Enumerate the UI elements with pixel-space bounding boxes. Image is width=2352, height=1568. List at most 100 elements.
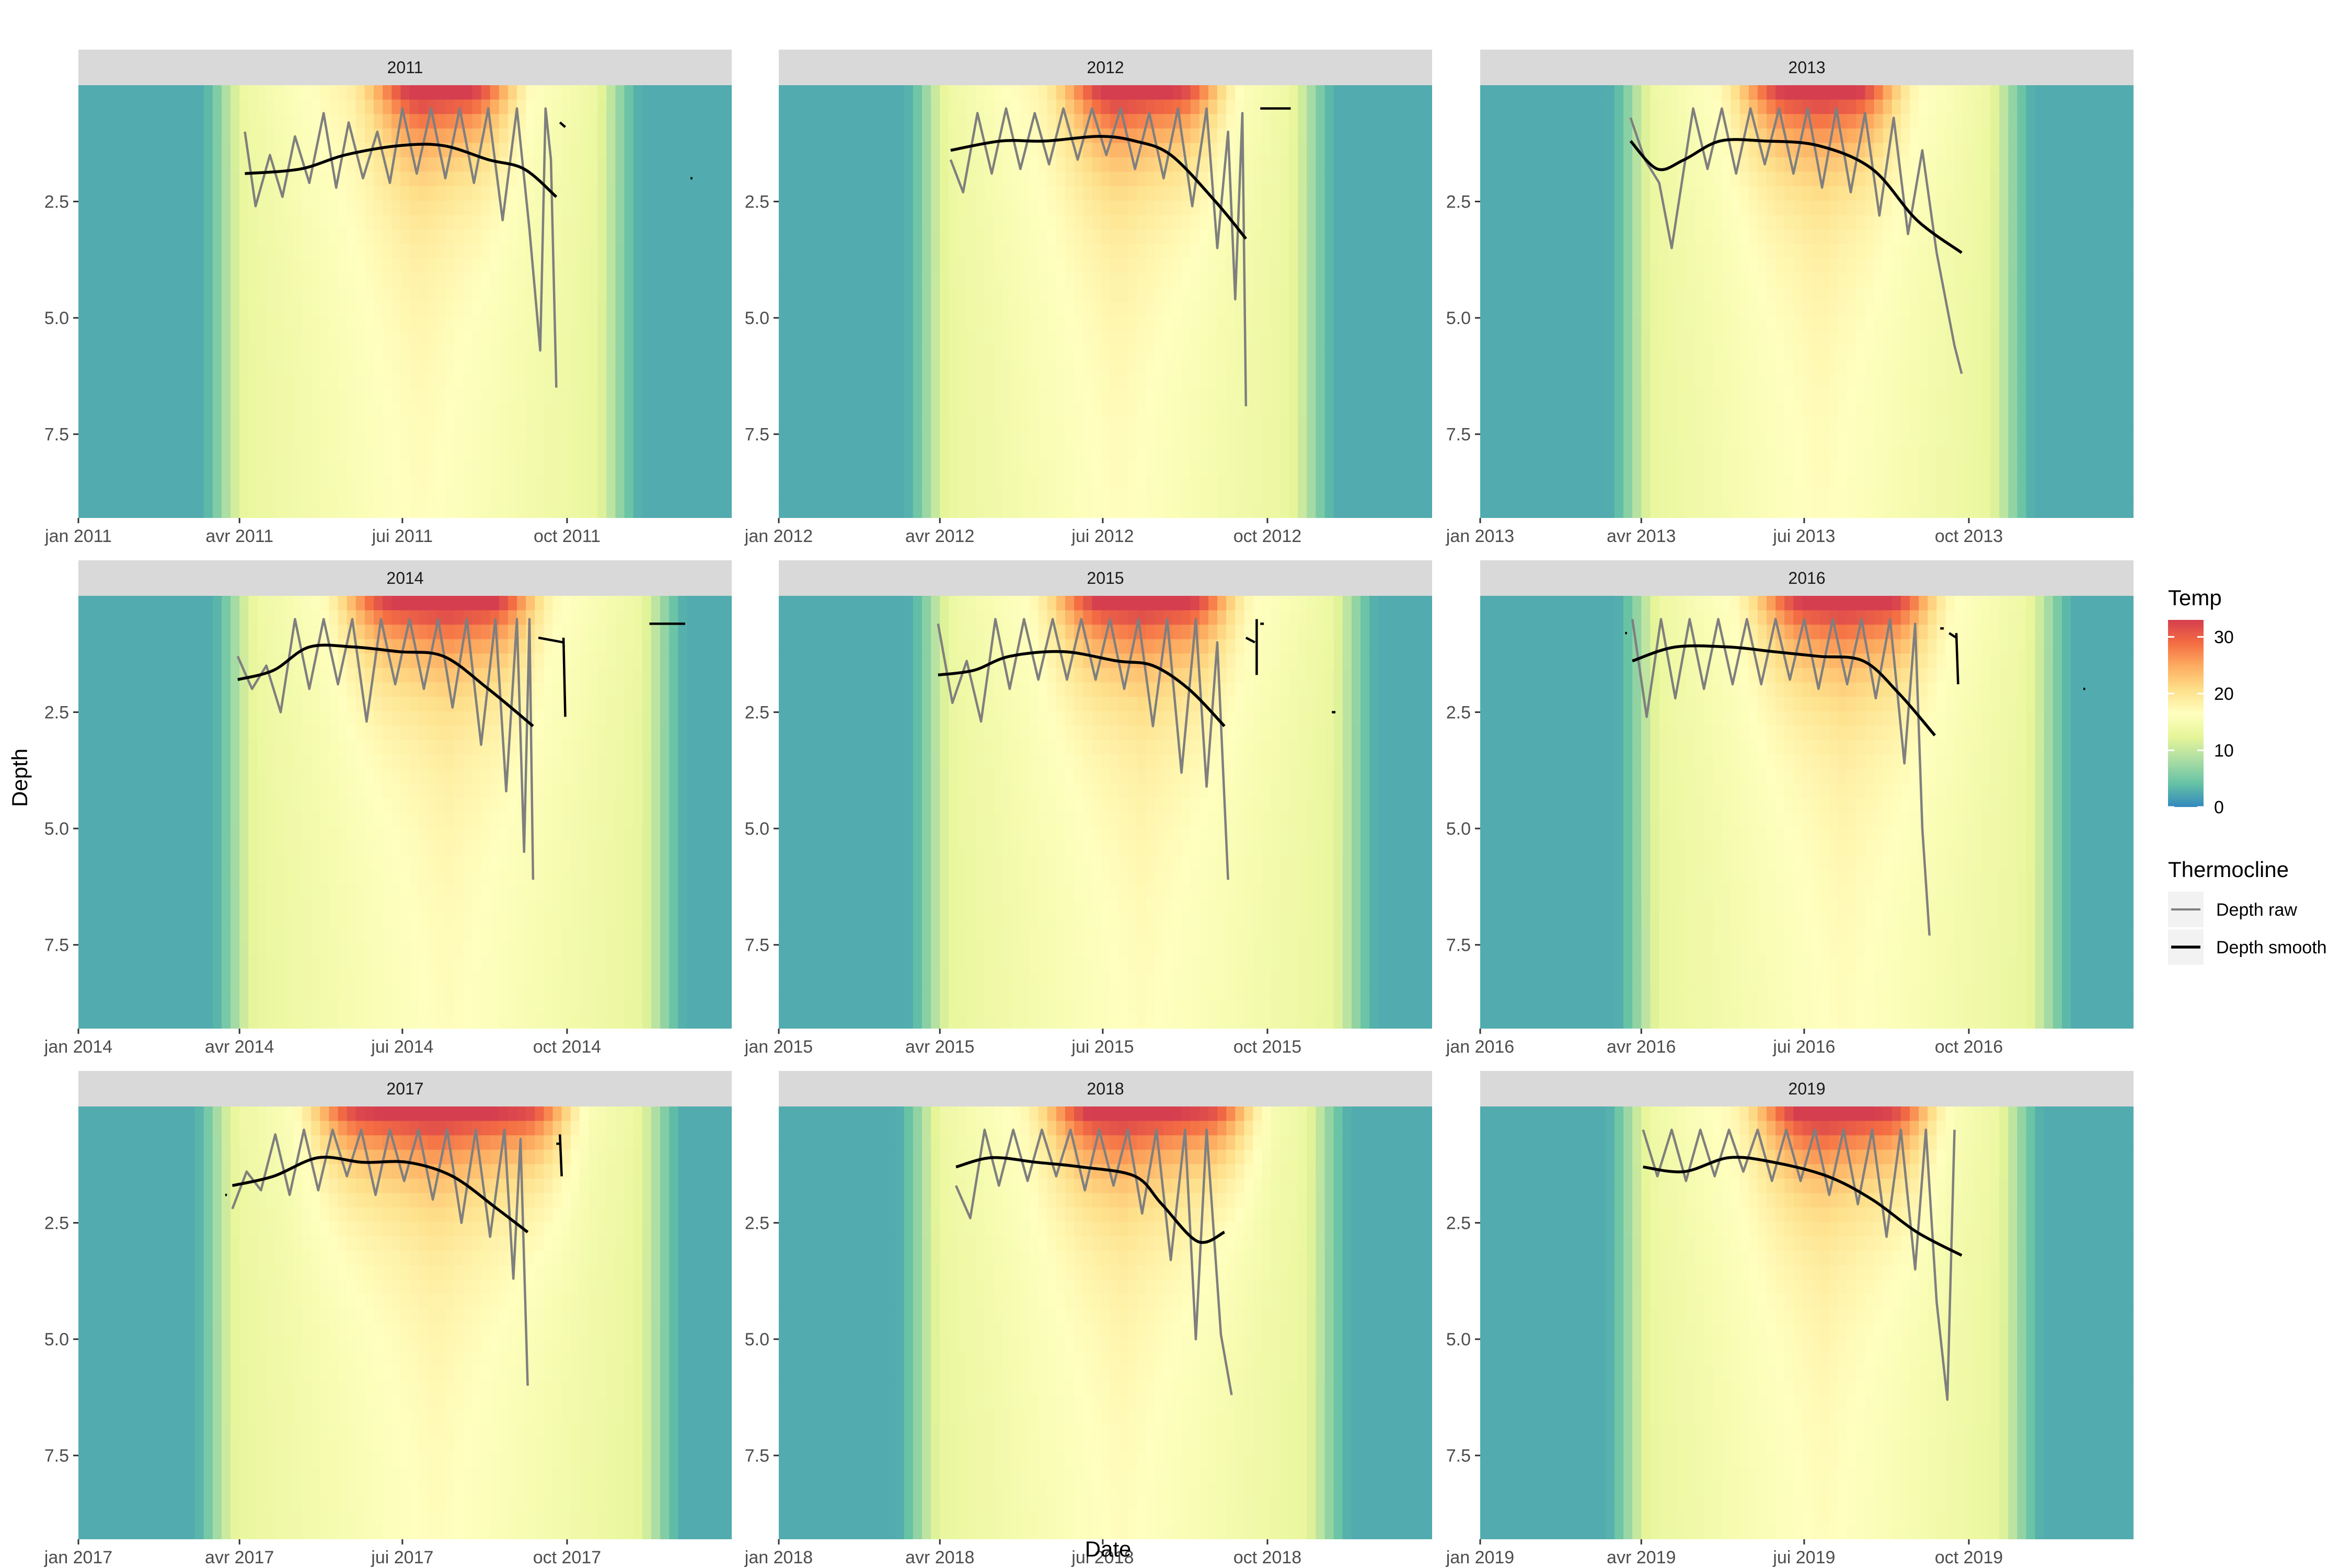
- heat-tile: [651, 344, 661, 360]
- heat-tile: [678, 330, 688, 345]
- heat-tile: [1542, 157, 1552, 172]
- heat-tile: [427, 446, 437, 461]
- heat-tile: [186, 374, 195, 389]
- heat-tile: [329, 359, 339, 374]
- heat-tile: [859, 215, 869, 230]
- heat-tile: [687, 359, 697, 374]
- heat-tile: [832, 388, 842, 403]
- heat-tile: [1480, 200, 1490, 216]
- heat-tile: [1414, 272, 1424, 288]
- heat-tile: [606, 475, 616, 490]
- heat-tile: [355, 215, 365, 230]
- heat-tile: [1542, 114, 1552, 129]
- heat-tile: [159, 344, 169, 360]
- heat-tile: [1136, 503, 1146, 518]
- heat-tile: [1262, 330, 1272, 345]
- heat-tile: [1378, 503, 1388, 518]
- heat-tile: [606, 186, 616, 201]
- heat-tile: [1324, 431, 1334, 446]
- heat-tile: [1423, 489, 1432, 504]
- heat-tile: [832, 503, 842, 518]
- heat-tile: [814, 330, 824, 345]
- heat-tile: [1351, 302, 1361, 317]
- heat-tile: [1542, 330, 1552, 345]
- heat-tile: [1101, 316, 1111, 331]
- heat-tile: [1226, 503, 1236, 518]
- heat-tile: [517, 330, 526, 345]
- heat-tile: [1587, 171, 1597, 187]
- heat-tile: [1351, 99, 1361, 114]
- heat-tile: [1029, 330, 1039, 345]
- heat-tile: [1110, 85, 1120, 100]
- heat-tile: [1127, 215, 1137, 230]
- heat-tile: [1092, 186, 1102, 201]
- heat-tile: [1378, 460, 1388, 475]
- heat-tile: [940, 200, 950, 216]
- heat-tile: [383, 99, 393, 114]
- heat-tile: [669, 258, 679, 273]
- heat-tile: [832, 402, 842, 418]
- heat-tile: [1333, 114, 1343, 129]
- heat-tile: [832, 143, 842, 158]
- heat-tile: [877, 171, 887, 187]
- heat-tile: [570, 344, 580, 360]
- heat-tile: [212, 475, 222, 490]
- heat-tile: [1146, 388, 1155, 403]
- heat-tile: [1011, 388, 1021, 403]
- heat-tile: [400, 431, 410, 446]
- heat-tile: [481, 258, 491, 273]
- heat-tile: [975, 200, 985, 216]
- heat-tile: [1279, 316, 1289, 331]
- heat-tile: [975, 460, 985, 475]
- heat-tile: [1596, 215, 1606, 230]
- heat-tile: [311, 460, 321, 475]
- heat-tile: [1570, 489, 1579, 504]
- heat-tile: [1516, 431, 1526, 446]
- heat-tile: [913, 171, 923, 187]
- heat-tile: [400, 344, 410, 360]
- heat-tile: [1307, 402, 1317, 418]
- heat-tile: [1020, 302, 1030, 317]
- heat-tile: [535, 431, 545, 446]
- heat-tile: [463, 374, 473, 389]
- heat-tile: [517, 503, 526, 518]
- heat-tile: [832, 171, 842, 187]
- heat-tile: [1155, 489, 1165, 504]
- heat-tile: [490, 503, 500, 518]
- heat-tile: [1208, 402, 1218, 418]
- heat-tile: [921, 460, 931, 475]
- heat-tile: [481, 460, 491, 475]
- heat-tile: [1298, 128, 1308, 144]
- heat-tile: [78, 143, 88, 158]
- heat-tile: [841, 215, 851, 230]
- heat-tile: [1172, 417, 1182, 432]
- heat-tile: [194, 200, 204, 216]
- heat-tile: [993, 85, 1003, 100]
- heat-tile: [1172, 503, 1182, 518]
- heat-tile: [1561, 316, 1571, 331]
- heat-tile: [1092, 229, 1102, 245]
- heat-tile: [159, 85, 169, 100]
- heat-tile: [293, 344, 303, 360]
- heat-tile: [886, 460, 896, 475]
- heat-tile: [1561, 417, 1571, 432]
- heat-tile: [302, 431, 312, 446]
- heat-tile: [877, 503, 887, 518]
- heat-tile: [383, 287, 393, 302]
- heat-tile: [1029, 258, 1039, 273]
- heat-tile: [96, 316, 106, 331]
- heat-tile: [311, 171, 321, 187]
- heat-tile: [633, 359, 643, 374]
- heat-tile: [526, 344, 536, 360]
- heat-tile: [687, 431, 697, 446]
- heat-tile: [1551, 244, 1561, 259]
- heat-tile: [931, 330, 941, 345]
- heat-tile: [248, 460, 258, 475]
- heat-tile: [194, 446, 204, 461]
- heat-tile: [805, 229, 815, 245]
- heat-tile: [1516, 344, 1526, 360]
- heat-tile: [984, 244, 994, 259]
- heat-tile: [463, 272, 473, 288]
- heat-tile: [660, 200, 670, 216]
- heat-tile: [1423, 215, 1432, 230]
